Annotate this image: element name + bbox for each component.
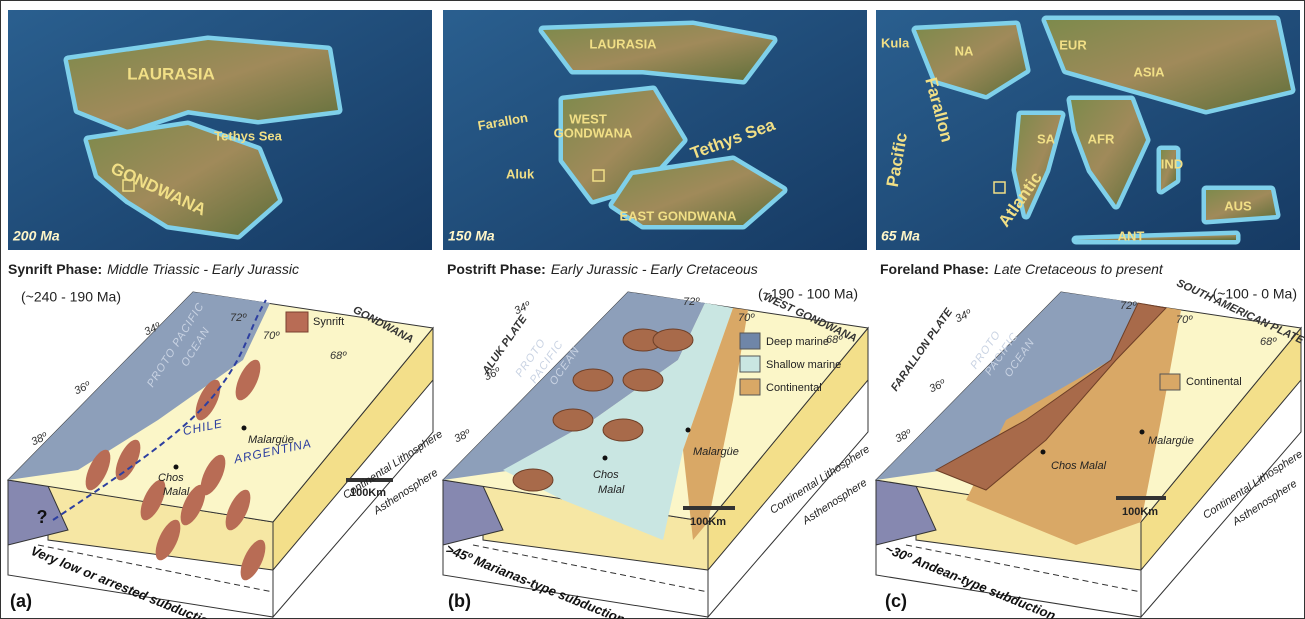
block-label: Malal [163, 486, 190, 498]
caption-phase: Postrift Phase: [447, 261, 546, 277]
block-label: Malargüe [248, 434, 294, 446]
legend-swatch [740, 379, 760, 395]
island [573, 369, 613, 391]
caption-range: (~240 - 190 Ma) [21, 289, 121, 305]
block-label: FARALLON PLATE [889, 306, 956, 394]
caption-phase: Foreland Phase: [880, 261, 989, 277]
map-label: ANT [1118, 228, 1145, 243]
town [686, 428, 691, 433]
town [242, 426, 247, 431]
block-label: Synrift [313, 316, 344, 328]
legend-swatch [740, 333, 760, 349]
caption: Postrift Phase: Early Jurassic - Early Cr… [447, 261, 758, 277]
block-label: Continental [1186, 376, 1242, 388]
block-label: 70º [263, 330, 280, 342]
panel-label: (c) [885, 591, 907, 611]
caption-period: Middle Triassic - Early Jurassic [107, 261, 299, 277]
caption-phase: Synrift Phase: [8, 261, 102, 277]
map-label: LAURASIA [589, 36, 657, 51]
map-age: 65 Ma [881, 228, 920, 244]
block-label: 34º [953, 307, 974, 325]
map-label: Tethys Sea [214, 128, 282, 143]
panel-label: (a) [10, 591, 32, 611]
block-label: 70º [1176, 314, 1193, 326]
block-label: Deep marine [766, 336, 829, 348]
caption: Synrift Phase: Middle Triassic - Early Ju… [8, 261, 299, 277]
figure: LAURASIA Tethys Sea GONDWANA 200 Ma Synrift … [0, 0, 1305, 619]
map-label: EUR [1059, 37, 1087, 52]
block-label: 72º [1120, 300, 1137, 312]
town [174, 465, 179, 470]
panel: LAURASIATethys SeaGONDWANA200 MaSynrift … [8, 10, 445, 619]
map-label: IND [1161, 156, 1183, 171]
block-label: 70º [738, 312, 755, 324]
town [1041, 450, 1046, 455]
block-label: Chos [158, 472, 184, 484]
caption-period: Late Cretaceous to present [994, 261, 1164, 277]
map-label: Aluk [506, 166, 535, 181]
block-label: Chos [593, 469, 619, 481]
legend-swatch [740, 356, 760, 372]
block-label: 36º [72, 379, 93, 397]
block-label: 34º [512, 299, 533, 317]
map-label: GONDWANA [554, 125, 633, 140]
block-label: 72º [683, 296, 700, 308]
island [513, 469, 553, 491]
block-label: 38º [893, 427, 914, 445]
caption: Foreland Phase: Late Cretaceous to presen… [880, 261, 1164, 277]
map-label: AFR [1088, 131, 1115, 146]
block-label: Malargüe [1148, 435, 1194, 447]
island [553, 409, 593, 431]
block-label: 38º [452, 427, 473, 445]
block-label: 68º [1260, 336, 1277, 348]
block-label: 36º [927, 377, 948, 395]
block-label: ? [37, 507, 48, 527]
town [1140, 430, 1145, 435]
block-label: Continental [766, 382, 822, 394]
map-label: EAST GONDWANA [620, 208, 738, 223]
block-label: Chos Malal [1051, 460, 1107, 472]
panel-label: (b) [448, 591, 471, 611]
block-label: Shallow marine [766, 359, 841, 371]
island [653, 329, 693, 351]
legend-swatch [1160, 374, 1180, 390]
map-label: Kula [881, 35, 910, 50]
block-label: Malargüe [693, 446, 739, 458]
block-label: Malal [598, 484, 625, 496]
island [603, 419, 643, 441]
caption-period: Early Jurassic - Early Cretaceous [551, 261, 758, 277]
map-label: WEST [569, 111, 607, 126]
map-age: 150 Ma [448, 228, 495, 244]
map-label: SA [1037, 131, 1056, 146]
map-label: LAURASIA [127, 64, 215, 83]
map-label: ASIA [1133, 64, 1165, 79]
synrift-swatch [286, 312, 308, 332]
map-label: AUS [1224, 198, 1252, 213]
block-label: 100Km [1122, 506, 1158, 518]
block-label: 72º [230, 312, 247, 324]
map-label: NA [955, 43, 974, 58]
block-label: 68º [330, 350, 347, 362]
town [603, 456, 608, 461]
block-label: 100Km [690, 516, 726, 528]
map-age: 200 Ma [12, 228, 60, 244]
island [623, 369, 663, 391]
